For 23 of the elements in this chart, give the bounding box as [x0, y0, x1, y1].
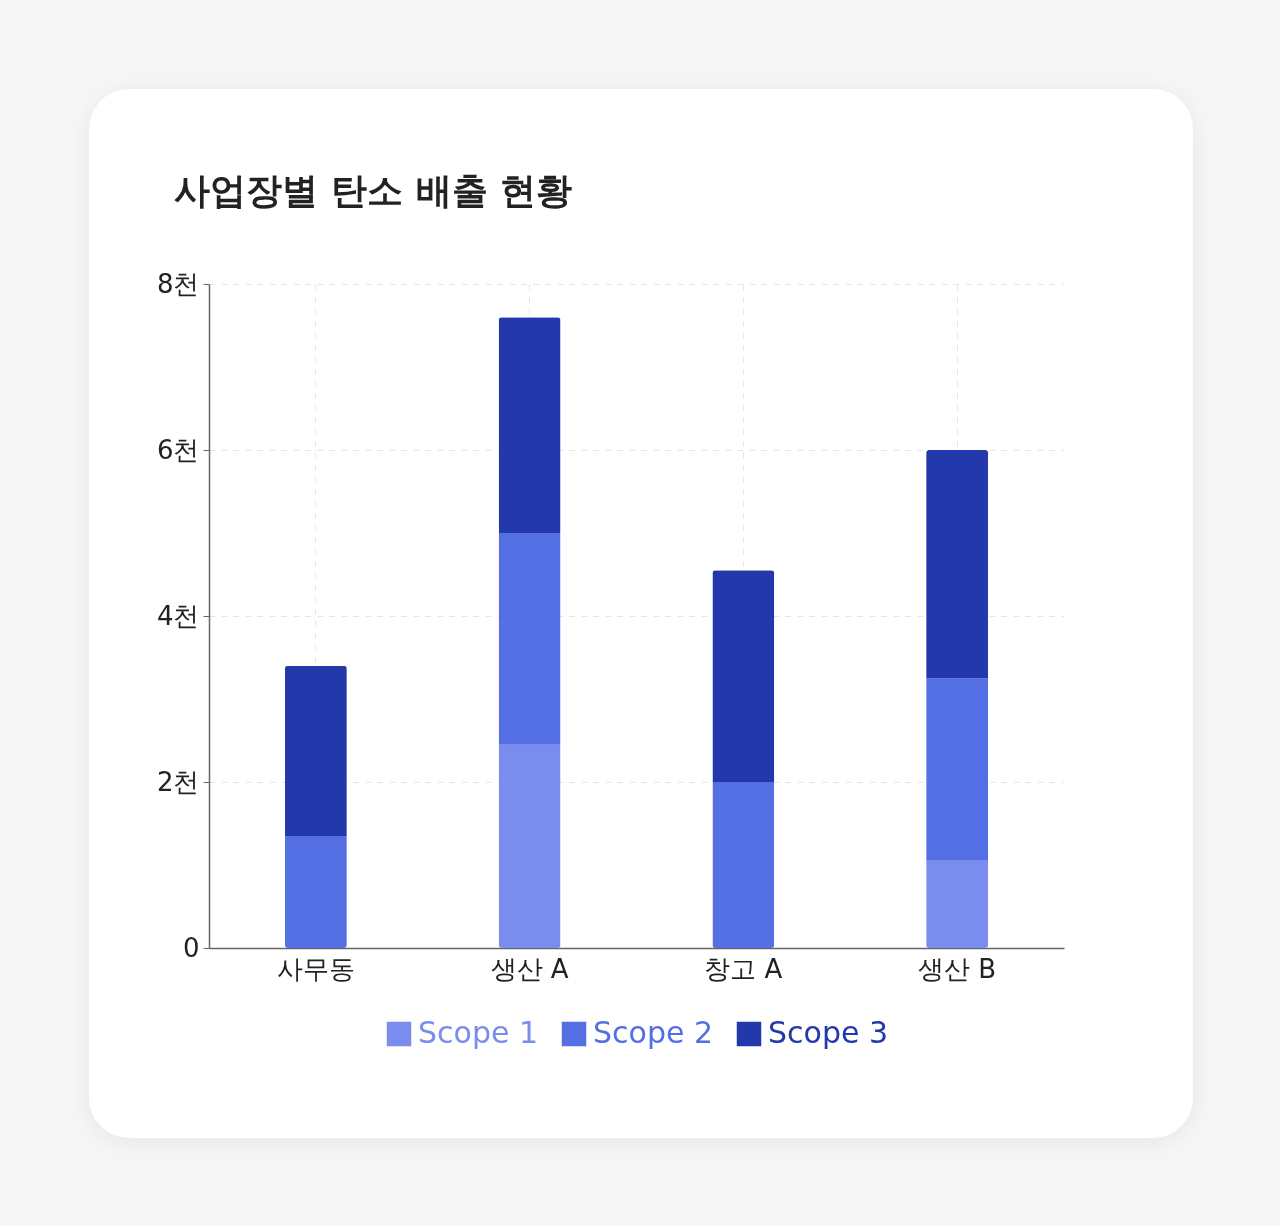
bar	[926, 678, 989, 861]
bar	[498, 533, 561, 745]
bar	[284, 835, 347, 948]
y-tick-label: 4천	[156, 600, 200, 631]
x-tick-label: 생산 A	[490, 953, 569, 984]
bar	[284, 665, 347, 836]
x-tick-label: 생산 B	[918, 953, 997, 984]
chart-title: 사업장별 탄소 배출 현황	[174, 170, 573, 211]
x-tick-label: 창고 A	[704, 953, 783, 984]
bar	[926, 860, 989, 948]
bar	[712, 570, 775, 782]
y-tick-label: 8천	[156, 268, 200, 299]
y-tick-label: 0	[182, 932, 200, 963]
bar	[498, 317, 561, 533]
legend-label: Scope 1	[418, 1015, 539, 1050]
y-tick-label: 6천	[156, 434, 200, 465]
legend-label: Scope 2	[593, 1015, 714, 1050]
legend-label: Scope 3	[768, 1015, 889, 1050]
y-tick-label: 2천	[156, 766, 200, 797]
bar	[498, 744, 561, 948]
bar	[926, 450, 989, 679]
bar	[712, 782, 775, 948]
x-tick-label: 사무동	[276, 953, 355, 984]
